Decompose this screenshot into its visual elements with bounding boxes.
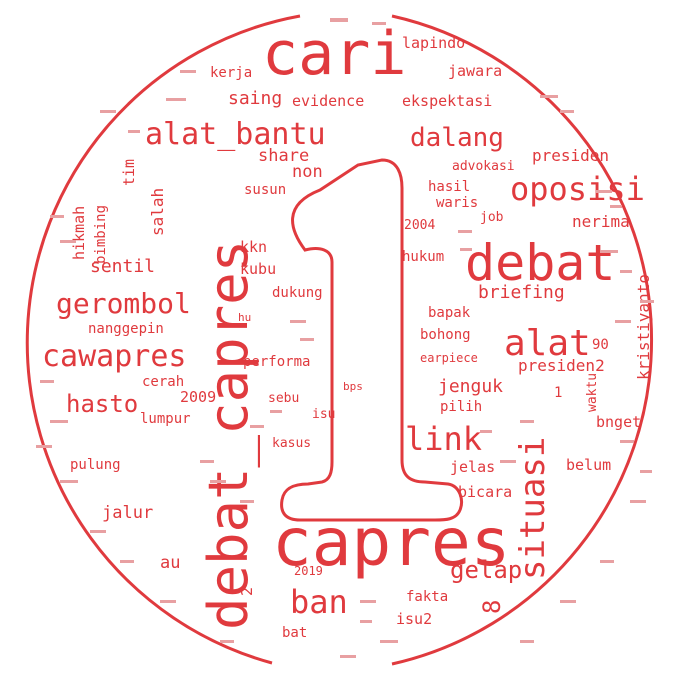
word-lumpur: lumpur <box>140 411 191 427</box>
word-kerja: kerja <box>210 65 253 81</box>
word-90: 90 <box>592 337 609 353</box>
word-2019: 2019 <box>294 564 323 578</box>
word-belum: belum <box>566 456 612 474</box>
word-ekspektasi: ekspektasi <box>402 92 493 110</box>
word-job: job <box>480 210 504 225</box>
word-hukum: hukum <box>402 249 445 265</box>
word-2004: 2004 <box>404 218 436 233</box>
word-link: link <box>405 420 483 458</box>
word-dalang: dalang <box>410 123 504 153</box>
word-nerima: nerima <box>572 212 630 231</box>
word-1: 1 <box>554 385 563 401</box>
word-sebu: sebu <box>268 391 300 406</box>
mask-circle-left-arc <box>25 14 301 665</box>
word-gelap: gelap <box>450 556 523 584</box>
word-presiden: presiden <box>532 146 610 165</box>
word-advokasi: advokasi <box>452 159 515 174</box>
word-kasus: kasus <box>272 436 312 451</box>
word-cawapres: cawapres <box>42 339 187 374</box>
word-au: au <box>160 553 181 573</box>
word-isu: isu <box>312 407 336 422</box>
word-cari: cari <box>262 19 407 89</box>
word-kubu: kubu <box>240 260 277 278</box>
word-cerah: cerah <box>142 374 185 390</box>
word-2009: 2009 <box>180 388 217 406</box>
word-debat: debat <box>465 234 616 292</box>
word-capres: capres <box>272 504 511 581</box>
word-isu2: isu2 <box>396 610 433 628</box>
word-susun: susun <box>244 182 287 198</box>
word-oposisi: oposisi <box>510 170 645 208</box>
word-bohong: bohong <box>420 327 471 343</box>
word-pulung: pulung <box>70 457 121 473</box>
word-saing: saing <box>228 88 283 109</box>
digit-one-outline <box>280 158 463 522</box>
word-jelas: jelas <box>450 458 496 476</box>
word-earpiece: earpiece <box>420 351 478 365</box>
word-hasil: hasil <box>428 179 471 195</box>
word-fakta: fakta <box>406 589 449 605</box>
word-hu: hu <box>238 311 252 324</box>
word-pilih: pilih <box>440 399 483 415</box>
word-briefing: briefing <box>478 282 565 303</box>
word-share: share <box>258 146 310 166</box>
word-jawara: jawara <box>448 62 503 80</box>
word-hasto: hasto <box>66 390 139 418</box>
word-waris: waris <box>436 195 479 211</box>
word-bat: bat <box>282 625 308 641</box>
word-jalur: jalur <box>102 503 154 523</box>
word-gerombol: gerombol <box>56 287 191 320</box>
word-alat: alat <box>504 323 591 364</box>
word-jenguk: jenguk <box>438 376 504 397</box>
word-bps: bps <box>343 380 363 393</box>
mask-circle-right-arc <box>391 14 654 666</box>
word-lapindo: lapindo <box>402 34 466 52</box>
word-non: non <box>292 162 323 182</box>
word-evidence: evidence <box>292 92 365 110</box>
word-bicara: bicara <box>458 483 513 501</box>
word-bnget: bnget <box>596 413 642 431</box>
word-performa: performa <box>243 354 311 370</box>
word-ban: ban <box>290 583 348 621</box>
word-dukung: dukung <box>272 285 323 301</box>
word-presiden2: presiden2 <box>518 356 605 375</box>
word-alat-bantu: alat_bantu <box>145 117 326 152</box>
word-sentil: sentil <box>90 256 156 277</box>
word-bapak: bapak <box>428 305 471 321</box>
word-kkn: kkn <box>240 238 268 256</box>
word-nanggepin: nanggepin <box>88 321 164 337</box>
